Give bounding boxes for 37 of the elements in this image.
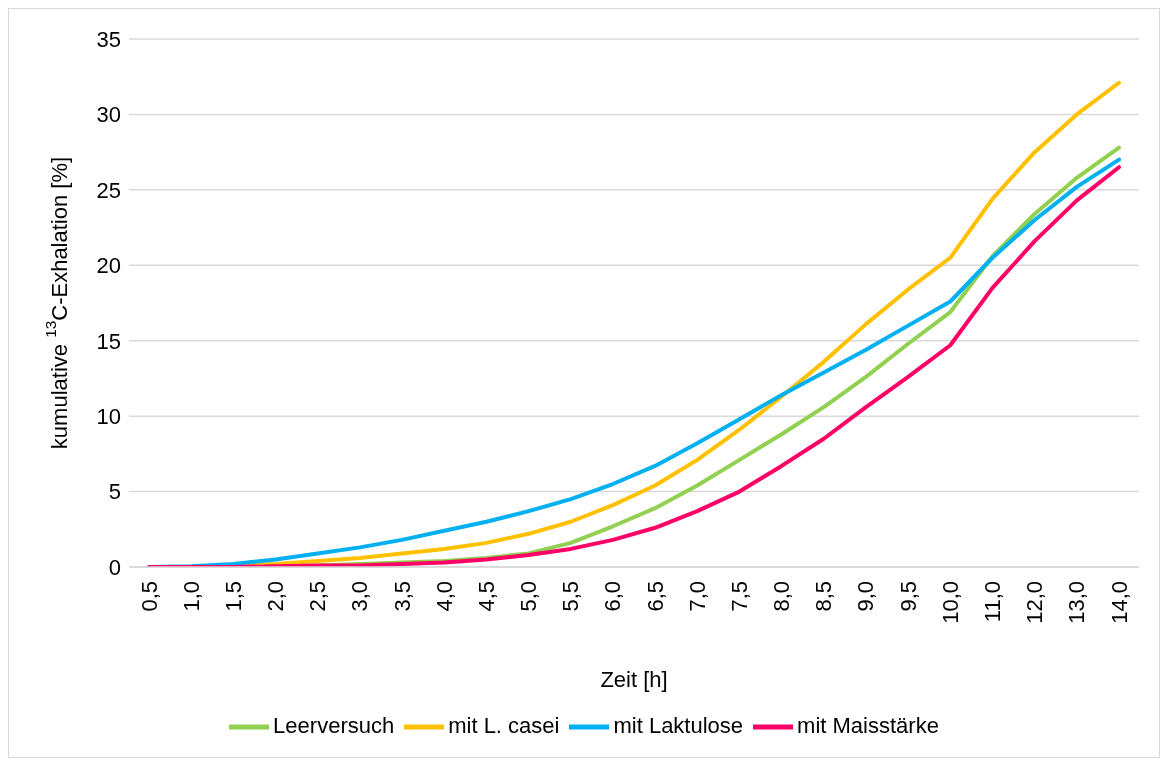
y-tick-label: 0	[108, 554, 121, 580]
x-tick-label: 5,5	[558, 581, 584, 612]
x-tick-label: 6,0	[600, 581, 626, 612]
x-tick-label: 8,0	[769, 581, 795, 612]
y-tick-label: 10	[96, 403, 121, 429]
x-tick-label: 4,0	[431, 581, 457, 612]
x-tick-label: 11,0	[979, 581, 1005, 623]
x-tick-label: 13,0	[1064, 581, 1090, 624]
y-tick-label: 20	[96, 253, 121, 279]
y-tick-label: 30	[96, 102, 121, 128]
x-tick-label: 1,5	[220, 581, 246, 612]
y-tick-label: 35	[96, 26, 121, 52]
x-tick-label: 1,0	[178, 581, 204, 612]
x-axis-title: Zeit [h]	[600, 667, 668, 692]
legend-label: mit Maisstärke	[797, 712, 939, 738]
legend-label: mit L. casei	[448, 712, 560, 738]
x-tick-label: 4,5	[473, 581, 499, 612]
x-tick-label: 14,0	[1106, 581, 1132, 624]
x-tick-label: 3,5	[389, 581, 415, 612]
x-tick-label: 0,5	[136, 581, 162, 612]
legend-label: Leerversuch	[273, 712, 395, 738]
x-tick-label: 3,0	[347, 581, 373, 612]
x-tick-label: 7,5	[726, 581, 752, 612]
x-tick-label: 2,5	[305, 581, 331, 612]
y-tick-label: 15	[96, 328, 121, 354]
x-tick-label: 5,0	[516, 581, 542, 612]
y-tick-label: 5	[108, 479, 121, 505]
x-tick-label: 9,0	[853, 581, 879, 612]
legend-label: mit Laktulose	[613, 712, 744, 738]
y-tick-label: 25	[96, 177, 121, 203]
x-tick-label: 12,0	[1022, 581, 1048, 624]
x-tick-label: 6,5	[642, 581, 668, 612]
x-tick-label: 9,5	[895, 581, 921, 612]
x-tick-label: 8,5	[811, 581, 837, 612]
x-tick-label: 2,0	[263, 581, 289, 612]
x-tick-label: 7,0	[684, 581, 710, 612]
x-tick-label: 10,0	[937, 581, 963, 624]
